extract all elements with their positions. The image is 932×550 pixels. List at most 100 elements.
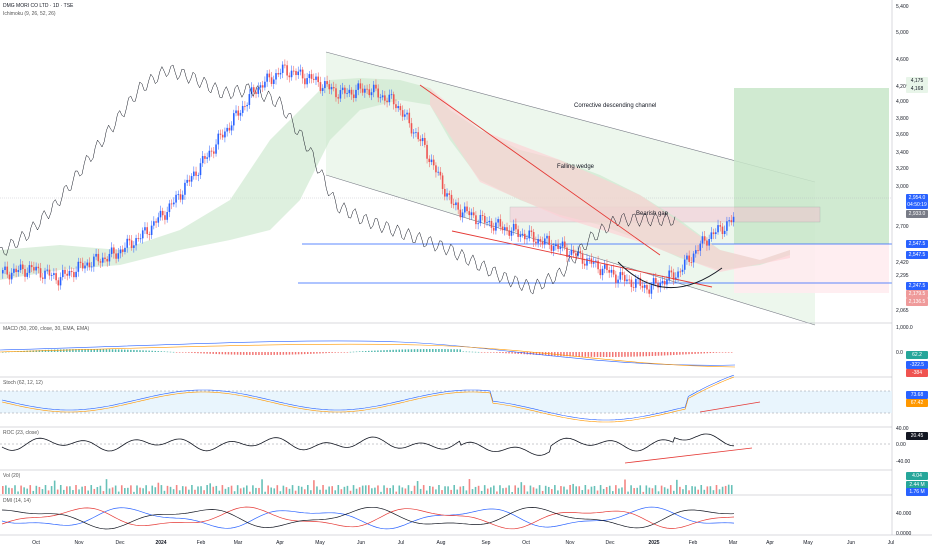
volume-bar: [221, 485, 224, 494]
candle-body: [488, 220, 491, 223]
volume-bar: [151, 485, 154, 494]
macd-bar: [691, 352, 693, 355]
price-tick-label: 2,065: [896, 308, 909, 314]
candle-body: [230, 125, 233, 131]
candle-body: [57, 280, 60, 286]
macd-bar: [669, 352, 672, 356]
macd-bar: [191, 352, 193, 353]
macd-bar: [300, 352, 303, 355]
macd-bar: [136, 350, 138, 352]
volume-bar: [660, 485, 663, 494]
volume-bar: [178, 490, 181, 494]
candle-body: [237, 110, 240, 116]
volume-bar: [224, 488, 227, 494]
price-tick-label: 2,700: [896, 224, 909, 230]
price-tick-label: 2,420: [896, 260, 909, 266]
time-tick-label: Feb: [197, 540, 206, 546]
macd-bar: [282, 352, 285, 355]
volume-bar: [20, 485, 22, 494]
macd-bar: [718, 352, 721, 353]
volume-bar: [453, 485, 455, 494]
macd-bar: [605, 352, 608, 357]
volume-bar: [676, 479, 678, 494]
macd-bar: [514, 352, 516, 354]
macd-bar: [291, 352, 294, 355]
macd-bar: [273, 352, 275, 355]
candle-body: [79, 261, 82, 263]
candle-body: [461, 212, 464, 218]
volume-bar: [352, 485, 355, 494]
candle-body: [421, 137, 424, 142]
volume-bar: [663, 487, 666, 494]
candle-body: [575, 253, 577, 256]
candle-body: [399, 106, 402, 111]
macd-bar: [465, 351, 468, 353]
candle-body: [250, 87, 253, 95]
candle-body: [530, 230, 533, 233]
macd-bar: [127, 349, 129, 352]
volume-bar: [236, 485, 239, 494]
candle-body: [703, 236, 706, 241]
macd-bar: [639, 352, 641, 357]
macd-bar: [63, 349, 65, 352]
volume-bar: [273, 488, 276, 494]
volume-bar: [578, 486, 581, 494]
price-tick-label: 3,000: [896, 184, 909, 190]
volume-bar: [526, 491, 529, 494]
macd-bar: [712, 352, 715, 353]
macd-bar: [361, 351, 364, 352]
candle-body: [632, 286, 635, 288]
macd-bar: [242, 352, 245, 355]
volume-bar: [331, 486, 333, 494]
candle-body: [126, 238, 128, 248]
macd-bar: [157, 351, 160, 352]
volume-bar: [358, 487, 361, 494]
candle-body: [173, 202, 175, 205]
volume-bar: [374, 487, 376, 494]
volume-bar: [258, 487, 260, 494]
candle-body: [435, 165, 437, 173]
volume-bar: [212, 486, 215, 494]
volume-bar: [215, 485, 218, 494]
macd-bar: [517, 352, 519, 354]
candle-body: [64, 269, 66, 274]
candle-body: [581, 253, 584, 264]
volume-bar: [145, 485, 147, 494]
candle-body: [241, 105, 244, 113]
macd-bar: [615, 352, 617, 357]
candle-body: [224, 131, 226, 138]
macd-bar: [249, 352, 251, 355]
candle-body: [577, 251, 579, 256]
volume-bar: [130, 485, 132, 494]
candle-body: [321, 88, 324, 91]
macd-bar: [505, 352, 507, 354]
macd-bar: [612, 352, 614, 357]
candle-body: [668, 270, 670, 280]
volume-bar: [307, 485, 309, 494]
indicator-value-badge: 67.42: [906, 399, 928, 407]
volume-bar: [102, 491, 105, 494]
candle-body: [128, 238, 131, 241]
volume-bar: [114, 485, 117, 494]
macd-bar: [673, 352, 675, 356]
macd-bar: [499, 352, 501, 353]
volume-bar: [364, 485, 367, 494]
macd-bar: [703, 352, 705, 354]
candle-body: [217, 133, 220, 145]
macd-bar: [264, 352, 266, 355]
candle-body: [221, 134, 224, 138]
volume-bar: [188, 489, 190, 494]
candle-body: [395, 104, 397, 109]
candle-body: [104, 257, 106, 259]
macd-bar: [676, 352, 678, 355]
candle-body: [650, 285, 653, 294]
macd-bar: [59, 349, 62, 352]
volume-bar: [697, 489, 699, 494]
candle-body: [657, 283, 659, 288]
indicator-value-badge: 62.2: [906, 351, 928, 359]
candle-body: [306, 78, 308, 85]
candle-body: [426, 144, 428, 159]
macd-bar: [450, 349, 452, 352]
volume-bar: [261, 479, 263, 494]
